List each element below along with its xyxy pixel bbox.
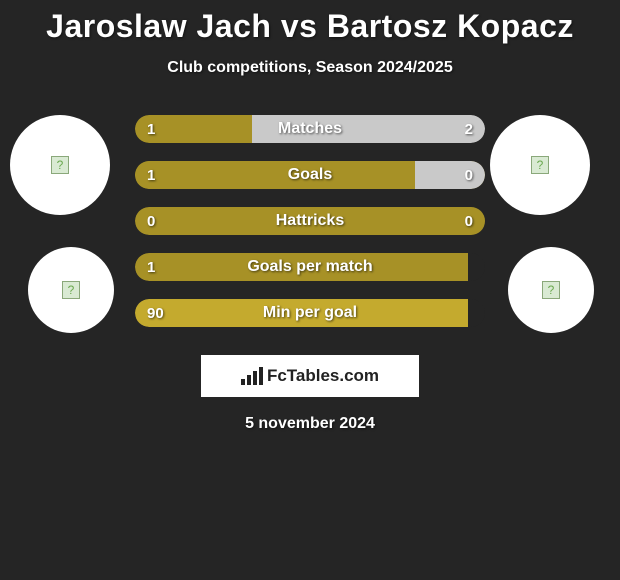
image-placeholder-icon: ? (531, 156, 549, 174)
player2-avatar-top: ? (490, 115, 590, 215)
image-placeholder-icon: ? (542, 281, 560, 299)
stat-label: Matches (135, 115, 485, 143)
stat-row: 1Goals per match (135, 253, 485, 281)
subtitle: Club competitions, Season 2024/2025 (0, 59, 620, 77)
player2-avatar-bottom: ? (508, 247, 594, 333)
date-text: 5 november 2024 (0, 415, 620, 433)
comparison-area: 12Matches 10Goals 00Hattricks 1Goals per ma… (0, 115, 620, 345)
stat-row: 00Hattricks (135, 207, 485, 235)
stat-label: Hattricks (135, 207, 485, 235)
stat-row: 90Min per goal (135, 299, 485, 327)
stat-label: Min per goal (135, 299, 485, 327)
stat-row: 12Matches (135, 115, 485, 143)
stat-bars: 12Matches 10Goals 00Hattricks 1Goals per ma… (135, 115, 485, 345)
brand-text: FcTables.com (267, 366, 379, 386)
player1-avatar-bottom: ? (28, 247, 114, 333)
player1-avatar-top: ? (10, 115, 110, 215)
brand-box[interactable]: FcTables.com (201, 355, 419, 397)
page-title: Jaroslaw Jach vs Bartosz Kopacz (0, 0, 620, 45)
stat-row: 10Goals (135, 161, 485, 189)
bar-chart-icon (241, 367, 263, 385)
stat-label: Goals (135, 161, 485, 189)
stat-label: Goals per match (135, 253, 485, 281)
image-placeholder-icon: ? (62, 281, 80, 299)
image-placeholder-icon: ? (51, 156, 69, 174)
